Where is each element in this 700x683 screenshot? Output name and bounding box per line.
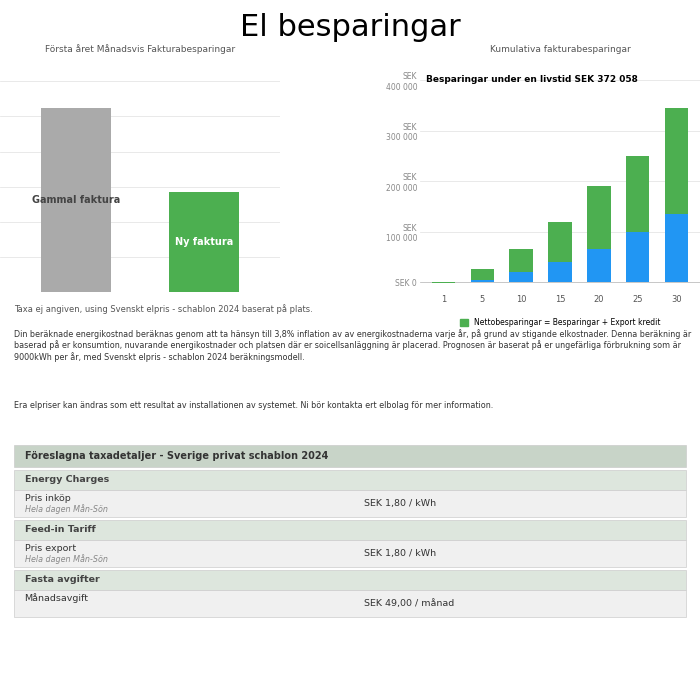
Text: SEK 1,80 / kWh: SEK 1,80 / kWh [364, 549, 436, 558]
FancyBboxPatch shape [14, 445, 686, 467]
Text: Era elpriser kan ändras som ett resultat av installationen av systemet. Ni bör k: Era elpriser kan ändras som ett resultat… [14, 401, 493, 410]
Text: Månadsavgift: Månadsavgift [25, 594, 88, 603]
Legend: Nettobesparingar = Besparingar + Export kredit: Nettobesparingar = Besparingar + Export … [457, 315, 663, 331]
Bar [665, 108, 688, 214]
Text: Hela dagen Mån-Sön: Hela dagen Mån-Sön [25, 505, 108, 514]
FancyBboxPatch shape [14, 570, 686, 589]
Text: Feed-in Tariff: Feed-in Tariff [25, 525, 95, 534]
Text: Ny faktura: Ny faktura [174, 237, 233, 247]
Bar [470, 279, 494, 282]
Bar [548, 221, 572, 262]
Text: Föreslagna taxadetaljer - Sverige privat schablon 2024: Föreslagna taxadetaljer - Sverige privat… [25, 451, 328, 461]
Bar [587, 249, 610, 282]
Text: Gammal faktura: Gammal faktura [32, 195, 120, 205]
Text: SEK 49,00 / månad: SEK 49,00 / månad [364, 599, 454, 608]
Bar [626, 232, 650, 282]
FancyBboxPatch shape [14, 520, 686, 540]
Bar [432, 282, 455, 283]
Bar [470, 268, 494, 279]
Text: SEK 1,80 / kWh: SEK 1,80 / kWh [364, 499, 436, 508]
Title: Kumulativa fakturabesparingar: Kumulativa fakturabesparingar [489, 44, 631, 54]
Bar [510, 249, 533, 272]
Bar [510, 272, 533, 282]
Bar [548, 262, 572, 282]
Text: Besparingar under en livstid SEK 372 058: Besparingar under en livstid SEK 372 058 [426, 75, 638, 84]
Text: Din beräknade energikostnad beräknas genom att ta hänsyn till 3,8% inflation av : Din beräknade energikostnad beräknas gen… [14, 329, 692, 361]
FancyBboxPatch shape [14, 470, 686, 490]
FancyBboxPatch shape [14, 589, 686, 617]
Text: Pris export: Pris export [25, 544, 76, 553]
Text: Hela dagen Mån-Sön: Hela dagen Mån-Sön [25, 555, 108, 564]
Text: El besparingar: El besparingar [239, 13, 461, 42]
Bar [41, 108, 111, 292]
Text: Fasta avgifter: Fasta avgifter [25, 575, 99, 584]
Text: Taxa ej angiven, using Svenskt elpris - schablon 2024 baserat på plats.: Taxa ej angiven, using Svenskt elpris - … [14, 304, 313, 314]
FancyBboxPatch shape [14, 540, 686, 567]
Text: Energy Charges: Energy Charges [25, 475, 108, 484]
Bar [169, 193, 239, 292]
Bar [587, 186, 610, 249]
Bar [626, 156, 650, 232]
FancyBboxPatch shape [14, 490, 686, 517]
Text: Pris inköp: Pris inköp [25, 494, 70, 503]
Title: Första året Månadsvis Fakturabesparingar: Första året Månadsvis Fakturabesparingar [45, 44, 235, 54]
Bar [665, 214, 688, 282]
